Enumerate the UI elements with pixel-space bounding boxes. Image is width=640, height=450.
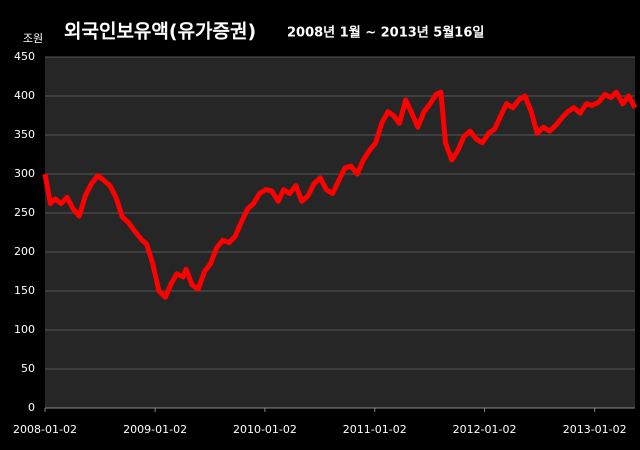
y-tick-label: 0 [28,401,35,414]
y-tick-label: 200 [14,245,35,258]
x-tick-label: 2010-01-02 [233,423,297,436]
x-tick-label: 2011-01-02 [343,423,407,436]
x-tick-label: 2013-01-02 [563,423,627,436]
y-tick-label: 50 [21,362,35,375]
plot-area [45,57,635,408]
data-line [42,89,638,300]
x-tick-label: 2008-01-02 [13,423,77,436]
chart-subtitle: 2008년 1월 ~ 2013년 5월16일 [287,25,484,41]
y-tick-label: 400 [14,89,35,102]
y-tick-label: 150 [14,284,35,297]
y-tick-label: 350 [14,128,35,141]
chart-title: 외국인보유액(유가증권) [64,21,256,43]
y-unit: 조원 [23,32,43,45]
x-tick-label: 2009-01-02 [123,423,187,436]
y-tick-label: 450 [14,50,35,63]
x-tick-label: 2012-01-02 [453,423,517,436]
y-tick-label: 250 [14,206,35,219]
y-tick-label: 100 [14,323,35,336]
y-tick-label: 300 [14,167,35,180]
